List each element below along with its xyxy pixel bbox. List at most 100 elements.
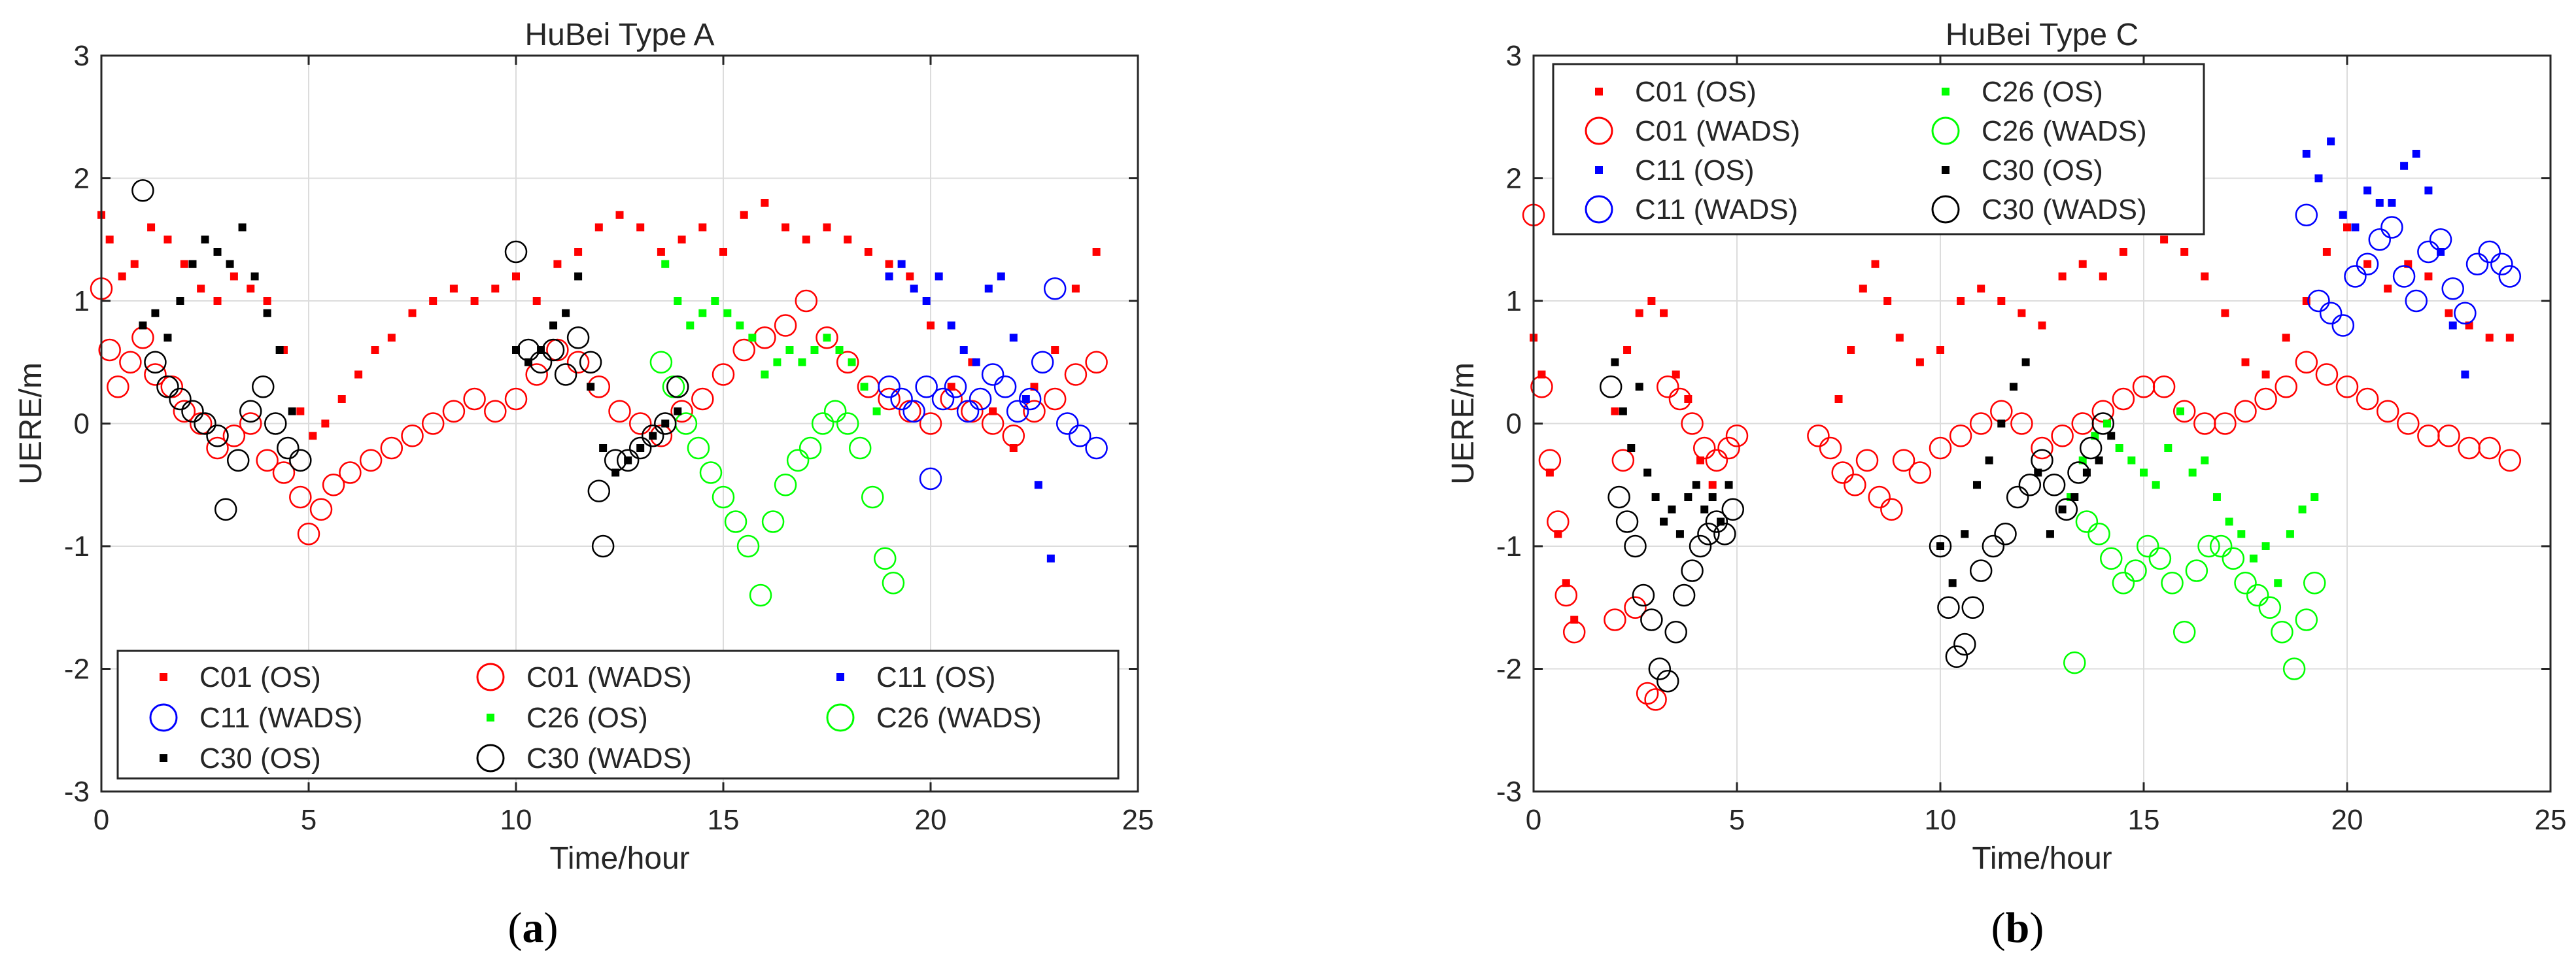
legend-label: C11 (WADS) xyxy=(199,702,362,734)
data-point xyxy=(657,248,665,256)
y-tick-label: 1 xyxy=(1506,285,1522,317)
data-point xyxy=(2176,407,2184,415)
legend-label: C01 (OS) xyxy=(1635,76,1757,108)
data-point xyxy=(981,412,1005,435)
data-point xyxy=(252,375,275,398)
legend-label: C01 (WADS) xyxy=(526,661,692,693)
data-point xyxy=(359,449,383,472)
data-point xyxy=(2164,444,2172,452)
legend-label: C26 (OS) xyxy=(526,702,648,734)
data-point xyxy=(2498,265,2522,288)
data-point xyxy=(594,223,603,232)
data-point xyxy=(1538,449,1562,472)
data-point xyxy=(882,572,905,595)
data-point xyxy=(2161,572,2184,595)
legend-label: C11 (OS) xyxy=(1635,154,1755,186)
data-point xyxy=(562,309,570,317)
data-point xyxy=(2384,285,2392,293)
legend-label: C11 (OS) xyxy=(876,661,996,693)
data-point xyxy=(256,449,279,472)
legend-item-c01-wads: C01 (WADS) xyxy=(476,661,692,693)
data-point xyxy=(1660,309,1668,317)
series-c26-wads xyxy=(649,351,905,607)
data-point xyxy=(1819,436,1842,460)
legend-item-c26-os: C26 (OS) xyxy=(487,702,648,734)
data-point xyxy=(1624,534,1647,558)
data-point xyxy=(1892,449,1915,472)
data-point xyxy=(163,235,172,244)
data-point xyxy=(1895,334,1904,342)
x-tick-label: 25 xyxy=(1122,804,1154,836)
data-point xyxy=(1672,370,1680,379)
data-point xyxy=(297,523,320,546)
data-point xyxy=(1627,444,1636,452)
data-point xyxy=(321,419,330,428)
data-point xyxy=(670,400,693,423)
data-point xyxy=(2038,321,2046,330)
legend-marker xyxy=(1585,195,1613,224)
data-point xyxy=(1640,608,1663,631)
data-point xyxy=(947,321,955,330)
data-point xyxy=(2315,363,2339,386)
data-point xyxy=(401,425,424,447)
data-point xyxy=(1604,608,1626,631)
data-point xyxy=(2212,493,2221,501)
data-point xyxy=(864,248,872,256)
data-point xyxy=(2417,240,2440,264)
data-point xyxy=(740,211,748,219)
data-point xyxy=(2363,260,2372,268)
legend-marker xyxy=(487,714,494,722)
x-tick-label: 5 xyxy=(1729,804,1745,836)
data-point xyxy=(712,363,735,386)
legend-item-c30-wads: C30 (WADS) xyxy=(1931,194,2147,226)
data-point xyxy=(2319,302,2343,324)
data-point xyxy=(922,297,931,305)
data-point xyxy=(2505,334,2514,342)
data-point xyxy=(956,400,980,423)
data-point xyxy=(1977,285,1985,293)
data-point xyxy=(188,260,197,268)
data-point xyxy=(2343,223,2351,232)
panel-b: 0 5 10 15 20 25 -3 -2 -1 0 1 2 3 HuBei Type C Time/hou… xyxy=(1446,18,2566,876)
data-point xyxy=(2282,334,2290,342)
data-point xyxy=(2051,425,2074,447)
data-point xyxy=(1949,425,1972,447)
data-point xyxy=(944,375,967,398)
data-point xyxy=(2185,559,2208,582)
data-point xyxy=(194,412,216,435)
data-point xyxy=(2388,199,2396,207)
data-point xyxy=(1847,346,1855,354)
data-point xyxy=(993,375,1017,398)
data-point xyxy=(2046,530,2054,538)
data-point xyxy=(1675,530,1684,538)
data-point xyxy=(1868,485,1891,509)
data-point xyxy=(1681,559,1704,582)
data-point xyxy=(2225,517,2233,526)
data-point xyxy=(587,479,611,502)
data-point xyxy=(661,260,670,268)
data-point xyxy=(2018,474,2042,496)
data-point xyxy=(337,395,346,403)
data-point xyxy=(2454,302,2477,324)
data-point xyxy=(2261,542,2270,550)
data-point xyxy=(712,485,735,509)
series-c30-os xyxy=(1611,358,2116,587)
data-point xyxy=(553,260,562,268)
data-point xyxy=(144,351,167,374)
data-point xyxy=(239,412,262,435)
data-point xyxy=(1705,510,1728,533)
data-point xyxy=(774,314,797,337)
data-point xyxy=(2031,436,2053,460)
data-point xyxy=(197,285,205,293)
legend-marker xyxy=(1931,116,1960,145)
data-point xyxy=(810,346,819,354)
legend-item-c11-os: C11 (OS) xyxy=(1595,154,1755,186)
data-point xyxy=(915,375,938,398)
data-point xyxy=(1859,285,1867,293)
data-point xyxy=(786,449,810,472)
data-point xyxy=(931,387,955,411)
x-tick-label: 20 xyxy=(915,804,947,836)
data-point xyxy=(811,412,834,435)
data-point xyxy=(2295,203,2318,226)
data-point xyxy=(2021,358,2030,366)
